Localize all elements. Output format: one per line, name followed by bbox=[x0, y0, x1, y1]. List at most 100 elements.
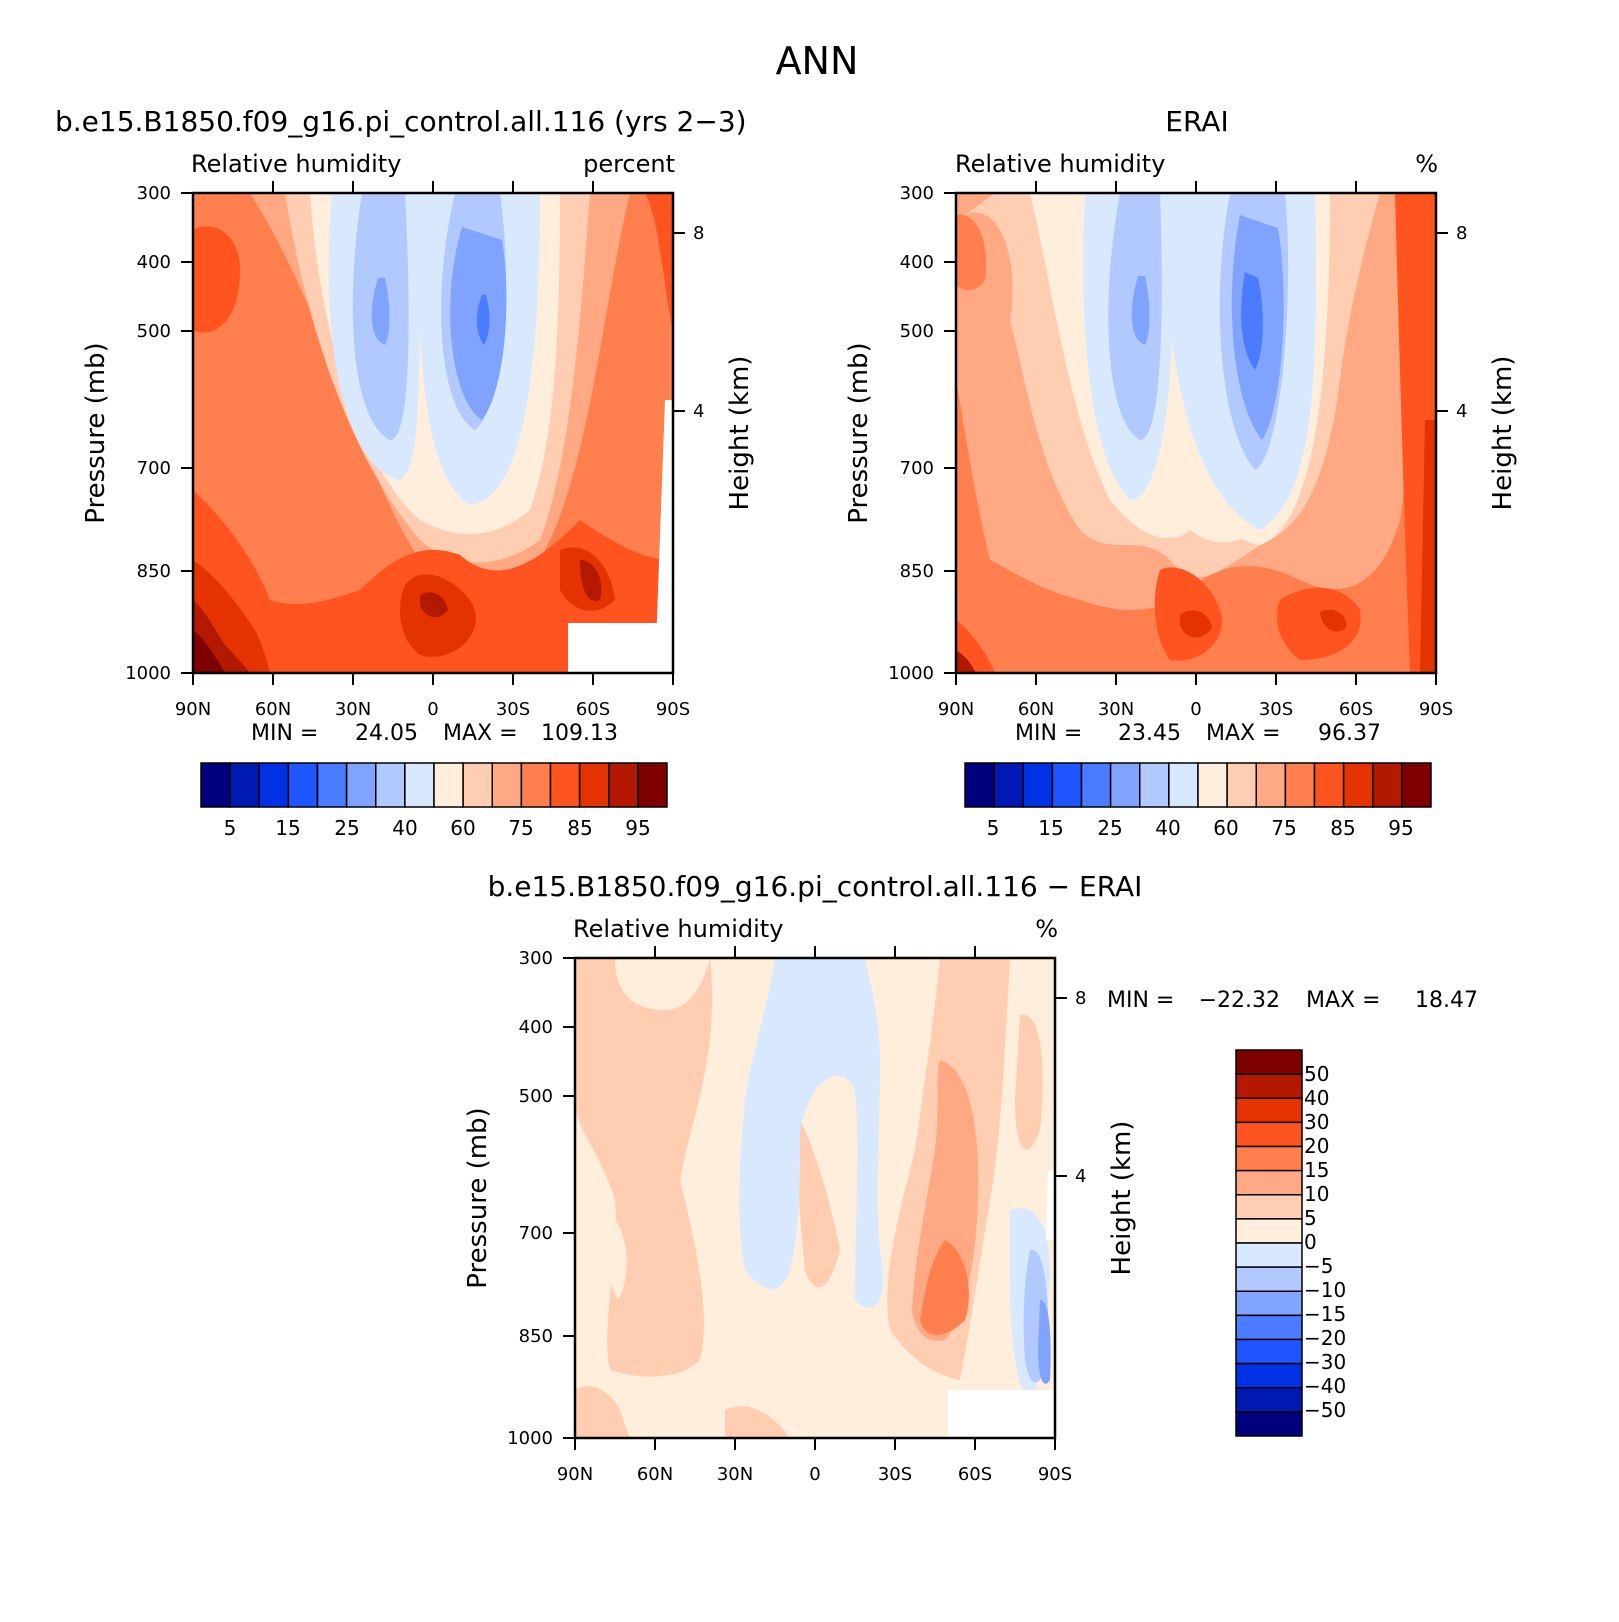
y-tick-label: 1000 bbox=[888, 663, 934, 684]
panel-obs-contour-field bbox=[956, 193, 1436, 673]
colorbar-swatch bbox=[1226, 762, 1257, 808]
colorbar-swatch bbox=[1235, 1218, 1303, 1244]
colorbar-label: −30 bbox=[1304, 1350, 1346, 1374]
colorbar-label: 40 bbox=[1304, 1086, 1329, 1110]
panel-diff-stats: MIN = −22.32 MAX = 18.47 bbox=[1107, 988, 1478, 1013]
panel-model-stats: MIN = 24.05 MAX = 109.13 bbox=[251, 721, 618, 746]
colorbar-swatch bbox=[1139, 762, 1170, 808]
y-tick-label: 850 bbox=[900, 561, 934, 582]
height-tick-label: 8 bbox=[1075, 988, 1086, 1009]
x-tick-label: 30S bbox=[496, 699, 530, 720]
y-tick-label: 500 bbox=[137, 321, 171, 342]
panel-obs-colorbar-labels: 5 15 25 40 60 75 85 95 bbox=[987, 816, 1414, 840]
height-tick-label: 4 bbox=[1075, 1166, 1086, 1187]
x-tick-label: 90S bbox=[1038, 1464, 1072, 1485]
x-tick-label: 60S bbox=[958, 1464, 992, 1485]
panel-model: b.e15.B1850.f09_g16.pi_control.all.116 (… bbox=[55, 105, 755, 840]
colorbar-label: 10 bbox=[1304, 1182, 1329, 1206]
x-tick-label: 30S bbox=[878, 1464, 912, 1485]
colorbar-swatch bbox=[200, 762, 231, 808]
panel-obs-ticks bbox=[944, 181, 1448, 685]
colorbar-swatch bbox=[1235, 1194, 1303, 1220]
colorbar-label: 85 bbox=[1330, 816, 1355, 840]
y-tick-label: 500 bbox=[519, 1086, 553, 1107]
x-tick-label: 30N bbox=[717, 1464, 753, 1485]
panel-diff-title: b.e15.B1850.f09_g16.pi_control.all.116 −… bbox=[488, 870, 1143, 903]
colorbar-swatch bbox=[433, 762, 464, 808]
panel-model-right-tick-labels: 8 4 bbox=[693, 223, 704, 422]
colorbar-label: 20 bbox=[1304, 1134, 1329, 1158]
x-tick-label: 90N bbox=[175, 699, 211, 720]
colorbar-swatch bbox=[258, 762, 290, 808]
panel-obs: ERAI Relative humidity % bbox=[844, 105, 1518, 840]
colorbar-swatch bbox=[1235, 1242, 1303, 1268]
colorbar-swatch bbox=[316, 762, 348, 808]
panel-diff-ticks bbox=[563, 946, 1067, 1450]
y-tick-label: 1000 bbox=[125, 663, 171, 684]
panel-model-variable-label: Relative humidity bbox=[191, 150, 401, 178]
colorbar-swatch bbox=[549, 762, 581, 808]
panel-diff-right-tick-labels: 8 4 bbox=[1075, 988, 1086, 1187]
min-value: −22.32 bbox=[1199, 988, 1280, 1013]
y-tick-label: 850 bbox=[137, 561, 171, 582]
panel-obs-right-tick-labels: 8 4 bbox=[1456, 223, 1467, 422]
y-tick-label: 700 bbox=[900, 458, 934, 479]
colorbar-label: −40 bbox=[1304, 1374, 1346, 1398]
max-value: 109.13 bbox=[541, 721, 618, 746]
colorbar-swatch bbox=[1197, 762, 1228, 808]
colorbar-swatch bbox=[1235, 1169, 1303, 1196]
colorbar-label: 40 bbox=[392, 816, 417, 840]
panel-model-title: b.e15.B1850.f09_g16.pi_control.all.116 (… bbox=[55, 105, 747, 138]
y-tick-label: 400 bbox=[137, 252, 171, 273]
colorbar-swatch bbox=[1235, 1266, 1303, 1292]
max-label: MAX = bbox=[443, 721, 518, 746]
x-tick-label: 0 bbox=[427, 699, 438, 720]
max-label: MAX = bbox=[1206, 721, 1281, 746]
colorbar-swatch bbox=[1284, 762, 1316, 808]
colorbar-swatch bbox=[1235, 1073, 1303, 1099]
colorbar-label: 75 bbox=[508, 816, 533, 840]
y-tick-label: 300 bbox=[519, 948, 553, 969]
x-tick-label: 90S bbox=[656, 699, 690, 720]
colorbar-swatch bbox=[1235, 1411, 1303, 1437]
y-tick-label: 850 bbox=[519, 1326, 553, 1347]
colorbar-label: −5 bbox=[1304, 1254, 1333, 1278]
y-tick-label: 400 bbox=[519, 1017, 553, 1038]
y-tick-label: 1000 bbox=[507, 1428, 553, 1449]
colorbar-swatch bbox=[1168, 762, 1199, 808]
colorbar-label: 15 bbox=[275, 816, 300, 840]
panel-model-x-tick-labels: 90N 60N 30N 0 30S 60S 90S bbox=[175, 699, 690, 720]
colorbar-label: 15 bbox=[1038, 816, 1063, 840]
colorbar-label: 25 bbox=[334, 816, 359, 840]
colorbar-swatch bbox=[1235, 1387, 1303, 1413]
panel-model-contour-field bbox=[193, 193, 673, 673]
height-tick-label: 4 bbox=[1456, 401, 1467, 422]
x-tick-label: 90N bbox=[557, 1464, 593, 1485]
panel-model-y-tick-labels: 300 400 500 700 850 1000 bbox=[125, 183, 171, 684]
panel-obs-variable-label: Relative humidity bbox=[955, 150, 1165, 178]
colorbar-swatch bbox=[1235, 1121, 1303, 1148]
colorbar-label: 60 bbox=[1213, 816, 1238, 840]
y-tick-label: 300 bbox=[137, 183, 171, 204]
colorbar-label: 15 bbox=[1304, 1158, 1329, 1182]
colorbar-swatch bbox=[1372, 762, 1403, 808]
panel-obs-y-axis-label: Pressure (mb) bbox=[844, 342, 874, 523]
colorbar-label: 40 bbox=[1155, 816, 1180, 840]
colorbar-swatch bbox=[578, 762, 610, 808]
x-tick-label: 60N bbox=[637, 1464, 673, 1485]
colorbar-label: −15 bbox=[1304, 1302, 1346, 1326]
colorbar-label: 60 bbox=[450, 816, 475, 840]
colorbar-swatch bbox=[1080, 762, 1112, 808]
height-tick-label: 8 bbox=[1456, 223, 1467, 244]
colorbar-label: −20 bbox=[1304, 1326, 1346, 1350]
max-value: 18.47 bbox=[1415, 988, 1478, 1013]
panel-model-y-axis-label: Pressure (mb) bbox=[81, 342, 111, 523]
colorbar-label: 85 bbox=[567, 816, 592, 840]
x-tick-label: 0 bbox=[1190, 699, 1201, 720]
colorbar-swatch bbox=[1235, 1290, 1303, 1317]
colorbar-label: −50 bbox=[1304, 1398, 1346, 1422]
colorbar-swatch bbox=[1235, 1362, 1303, 1389]
panel-diff-colorbar-labels: 50 40 30 20 15 10 5 0 −5 −10 −15 −20 −30… bbox=[1304, 1062, 1346, 1422]
x-tick-label: 30N bbox=[1098, 699, 1134, 720]
